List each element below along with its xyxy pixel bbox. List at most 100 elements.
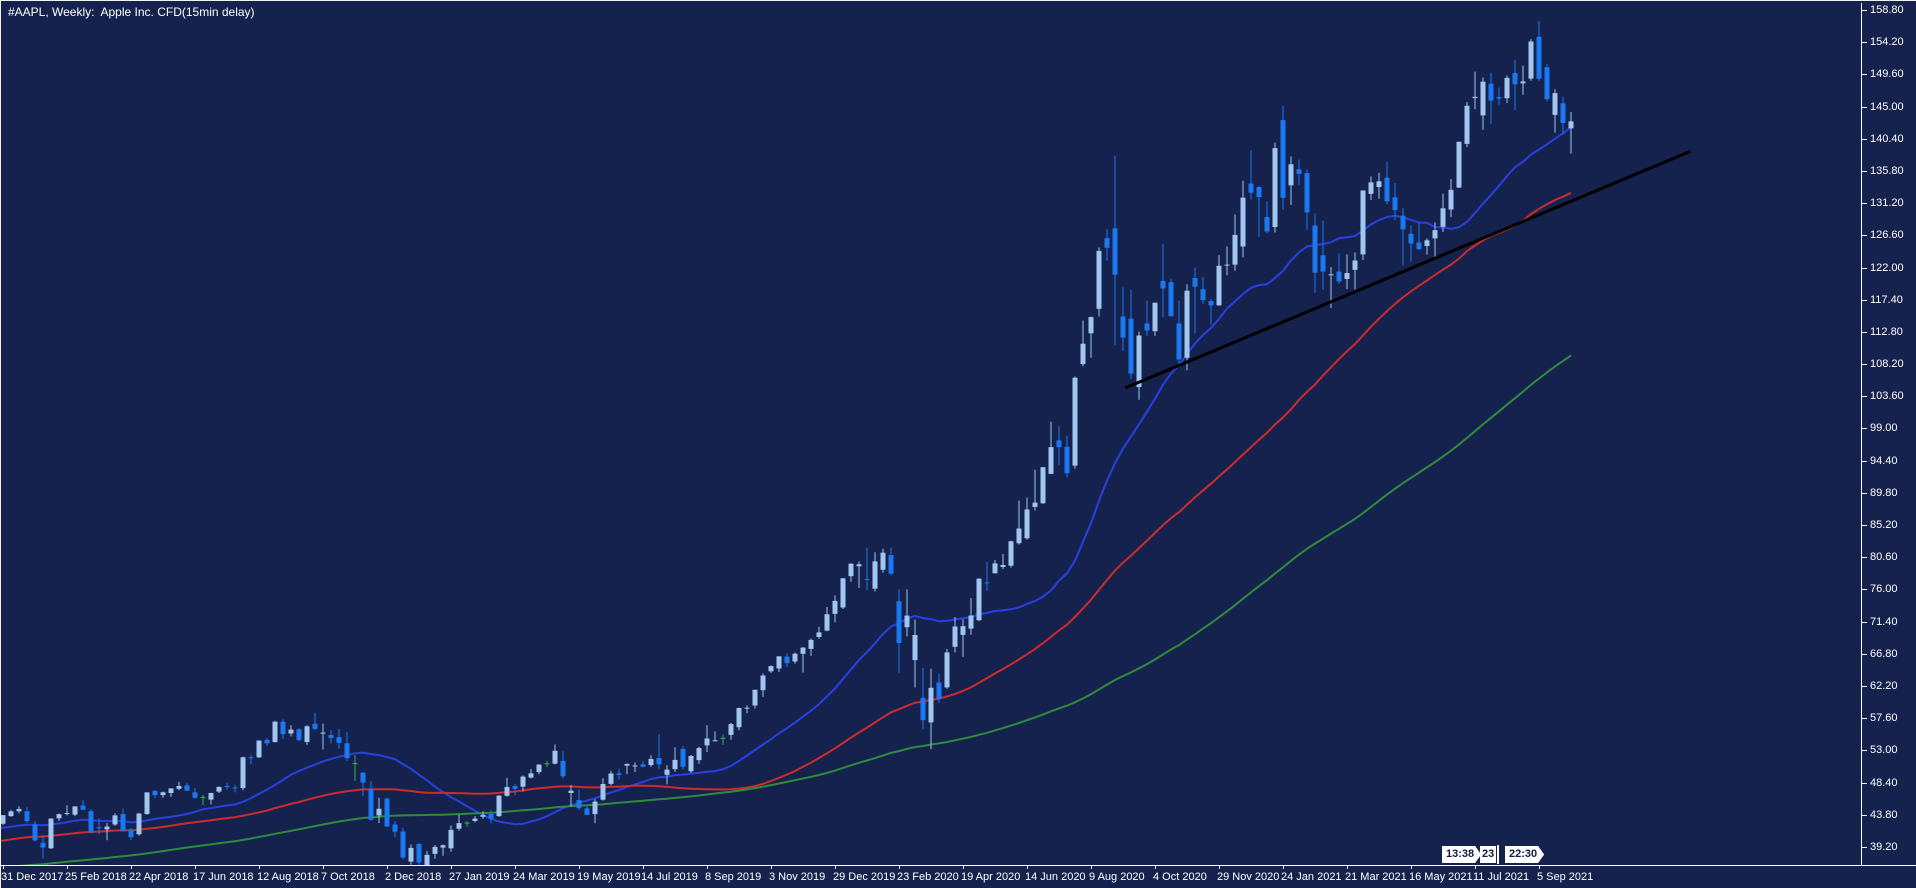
date-tick (771, 865, 772, 869)
price-tick (1861, 525, 1867, 527)
price-tick (1861, 42, 1867, 44)
price-tick (1861, 460, 1867, 462)
date-label: 29 Dec 2019 (833, 871, 896, 883)
chart-canvas[interactable] (1, 1, 1861, 865)
date-label: 24 Mar 2019 (513, 871, 575, 883)
date-tick (515, 865, 516, 869)
price-label: 66.80 (1870, 647, 1898, 660)
date-label: 31 Dec 2017 (1, 871, 64, 883)
date-tick (323, 865, 324, 869)
price-tick (1861, 589, 1867, 591)
price-tick (1861, 750, 1867, 752)
price-label: 94.40 (1870, 454, 1898, 467)
price-label: 140.40 (1870, 132, 1904, 145)
badge-separator (1497, 845, 1499, 864)
time-badge: 13:38 (1442, 846, 1481, 863)
price-label: 62.20 (1870, 679, 1898, 692)
price-label: 126.60 (1870, 229, 1904, 242)
price-label: 53.00 (1870, 744, 1898, 757)
date-tick (67, 865, 68, 869)
ma-line-100 (19, 354, 1572, 865)
date-tick (195, 865, 196, 869)
time-badge: 23 (1480, 846, 1496, 863)
date-tick (835, 865, 836, 869)
date-tick (1027, 865, 1028, 869)
date-label: 21 Mar 2021 (1345, 871, 1407, 883)
date-tick (1091, 865, 1092, 869)
price-label: 57.60 (1870, 712, 1898, 725)
date-label: 11 Jul 2021 (1473, 871, 1530, 883)
date-tick (1283, 865, 1284, 869)
date-label: 9 Aug 2020 (1089, 871, 1145, 883)
price-label: 48.40 (1870, 776, 1898, 789)
date-tick (899, 865, 900, 869)
price-label: 108.20 (1870, 358, 1904, 371)
price-label: 154.20 (1870, 36, 1904, 49)
trendline[interactable] (1124, 150, 1691, 390)
date-label: 29 Nov 2020 (1217, 871, 1280, 883)
price-tick (1861, 299, 1867, 301)
date-tick (1539, 865, 1540, 869)
time-badge: 22:30 (1505, 846, 1544, 863)
date-tick (3, 865, 4, 869)
price-label: 135.80 (1870, 164, 1904, 177)
price-label: 85.20 (1870, 519, 1898, 532)
price-tick (1861, 685, 1867, 687)
price-label: 99.00 (1870, 422, 1898, 435)
date-label: 8 Sep 2019 (705, 871, 762, 883)
price-tick (1861, 396, 1867, 398)
date-tick (579, 865, 580, 869)
price-label: 112.80 (1870, 325, 1903, 338)
date-label: 27 Jan 2019 (449, 871, 510, 883)
date-tick (643, 865, 644, 869)
price-tick (1861, 10, 1867, 11)
price-tick (1861, 203, 1867, 205)
date-tick (1219, 865, 1220, 869)
date-tick (259, 865, 260, 869)
date-label: 17 Jun 2018 (193, 871, 254, 883)
date-tick (451, 865, 452, 869)
date-tick (1155, 865, 1156, 869)
date-label: 14 Jul 2019 (641, 871, 698, 883)
date-tick (131, 865, 132, 869)
price-tick (1861, 74, 1867, 76)
date-label: 16 May 2021 (1409, 871, 1473, 883)
price-tick (1861, 235, 1867, 237)
date-tick (963, 865, 964, 869)
price-label: 71.40 (1870, 615, 1898, 628)
price-tick (1861, 557, 1867, 559)
price-axis[interactable]: 158.80 154.20 149.60 145.00 140.40 135.80 131.… (1861, 1, 1916, 865)
date-label: 25 Feb 2018 (65, 871, 127, 883)
price-label: 131.20 (1870, 197, 1904, 210)
price-tick (1861, 621, 1867, 623)
date-label: 14 Jun 2020 (1025, 871, 1086, 883)
price-tick (1861, 170, 1867, 172)
date-label: 2 Dec 2018 (385, 871, 442, 883)
price-label: 43.80 (1870, 808, 1898, 821)
price-axis-line (1861, 3, 1862, 865)
date-label: 5 Sep 2021 (1537, 871, 1594, 883)
date-tick (1347, 865, 1348, 869)
price-label: 122.00 (1870, 261, 1904, 274)
date-label: 3 Nov 2019 (769, 871, 826, 883)
date-tick (1475, 865, 1476, 869)
date-label: 23 Feb 2020 (897, 871, 959, 883)
price-tick (1861, 814, 1867, 816)
price-label: 145.00 (1870, 100, 1904, 113)
price-tick (1861, 106, 1867, 108)
ma-line-50 (1, 191, 1572, 842)
date-label: 7 Oct 2018 (321, 871, 375, 883)
ma-line-20 (1, 126, 1572, 829)
time-axis[interactable]: 31 Dec 2017 25 Feb 2018 22 Apr 2018 17 Jun … (1, 865, 1916, 888)
price-label: 117.40 (1870, 293, 1903, 306)
price-tick (1861, 331, 1867, 333)
date-label: 19 Apr 2020 (961, 871, 1021, 883)
price-label: 39.20 (1870, 840, 1898, 853)
price-label: 89.80 (1870, 486, 1898, 499)
price-tick (1861, 267, 1867, 269)
price-tick (1861, 428, 1867, 430)
price-tick (1861, 653, 1867, 655)
date-label: 12 Aug 2018 (257, 871, 319, 883)
chart-plot-area[interactable] (1, 1, 1861, 865)
